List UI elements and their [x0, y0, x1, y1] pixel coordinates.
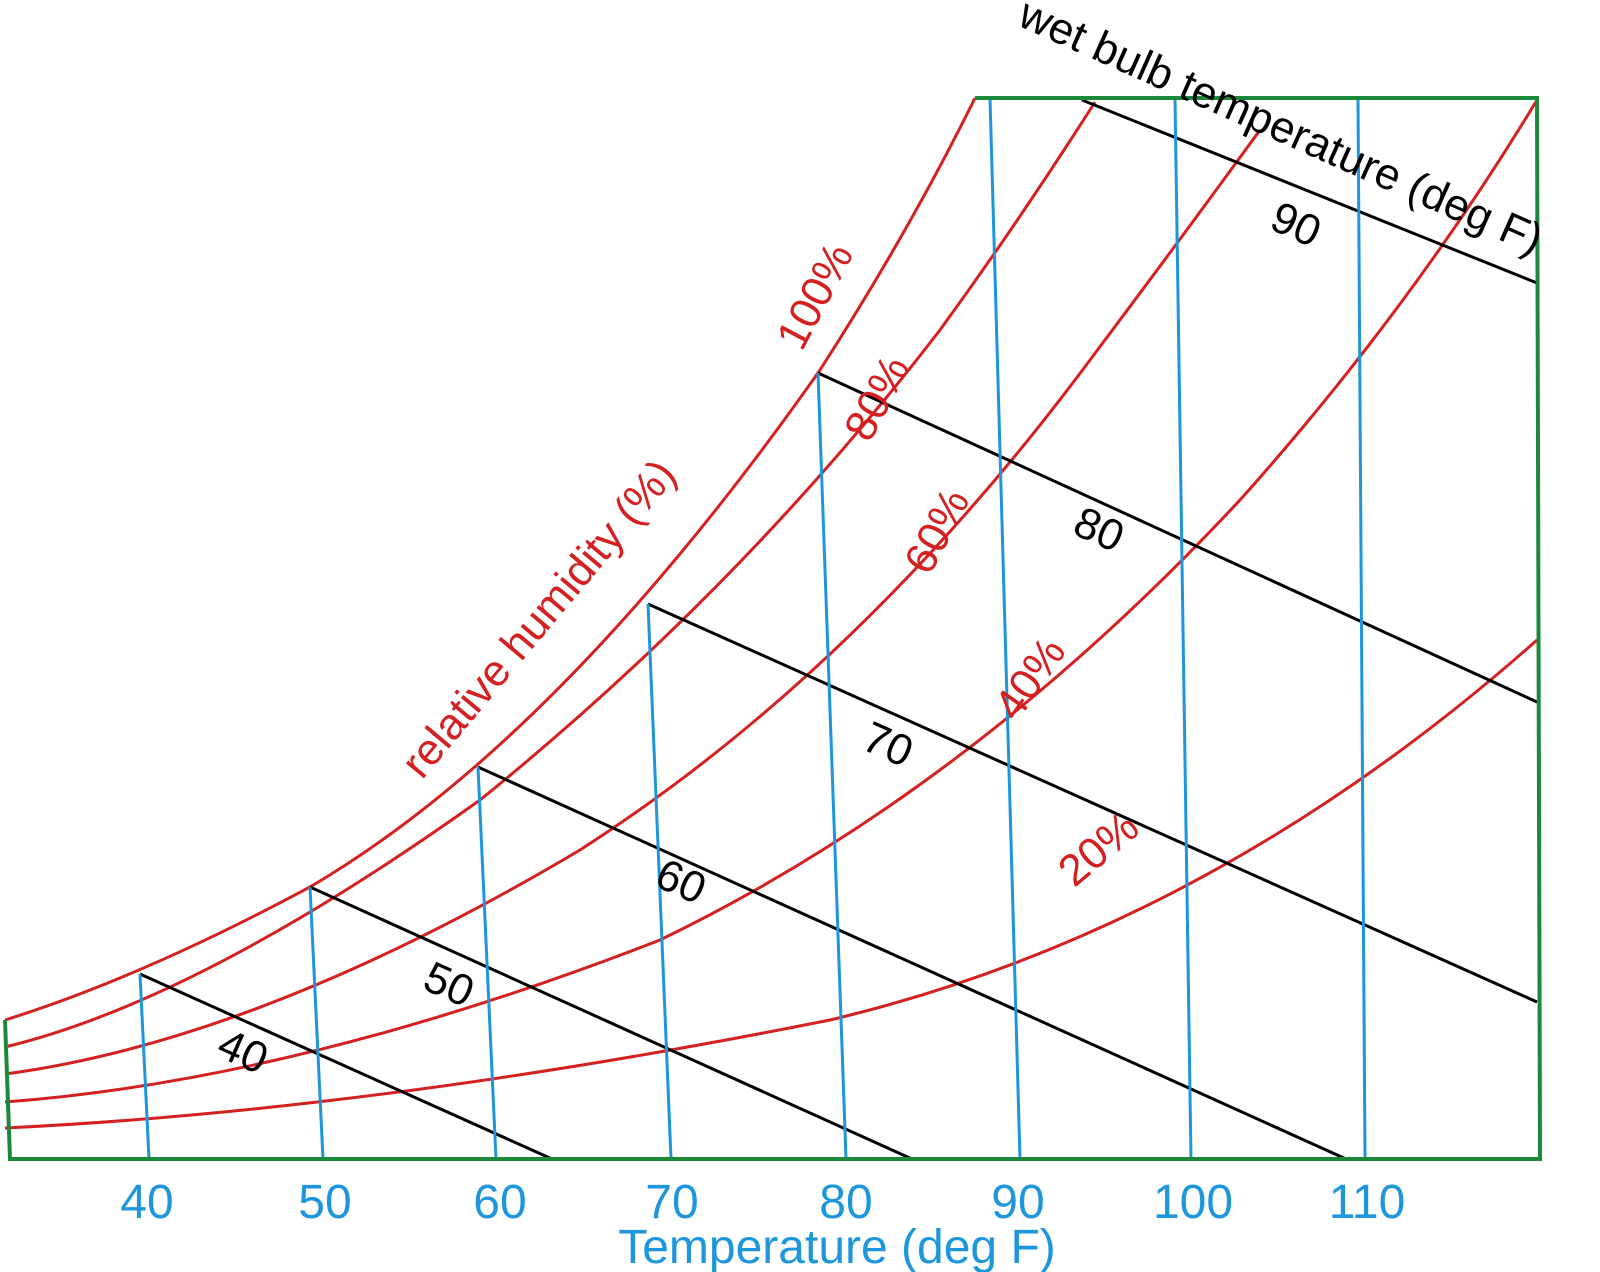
dry-bulb-line-70 — [646, 603, 673, 1160]
rh-label-40: 40% — [985, 629, 1076, 729]
dry-bulb-line-90 — [988, 97, 1022, 1160]
rh-label-100: 100% — [767, 235, 863, 357]
x-tick-70: 70 — [645, 1176, 698, 1229]
rh-label-80: 80% — [835, 348, 920, 449]
wet-bulb-line-60 — [477, 765, 1347, 1161]
x-tick-60: 60 — [473, 1176, 526, 1229]
wet-bulb-line-90 — [1081, 98, 1538, 285]
rh-curve-100 — [4, 97, 977, 1022]
wet-bulb-labels: 40 50 60 70 80 90 — [211, 192, 1329, 1084]
wet-bulb-label-80: 80 — [1067, 497, 1132, 562]
wet-bulb-line-50 — [309, 885, 913, 1161]
rh-label-60: 60% — [895, 481, 980, 582]
rh-label-20: 20% — [1049, 802, 1148, 896]
dry-bulb-line-40 — [138, 973, 151, 1160]
chart-frame — [3, 96, 1543, 1161]
x-tick-110: 110 — [1329, 1176, 1406, 1229]
wet-bulb-line-40 — [139, 972, 553, 1161]
wet-bulb-line-70 — [647, 602, 1538, 1004]
rh-curve-20 — [4, 638, 1538, 1130]
wet-bulb-line-80 — [817, 371, 1538, 704]
relative-humidity-title: relative humidity (%) — [392, 450, 686, 787]
x-tick-100: 100 — [1153, 1176, 1233, 1229]
x-axis-title: Temperature (deg F) — [618, 1221, 1056, 1272]
rh-curve-60 — [4, 129, 1262, 1076]
x-tick-40: 40 — [120, 1176, 173, 1229]
x-axis-tick-labels: 40 50 60 70 80 90 100 110 — [120, 1176, 1405, 1229]
wet-bulb-lines — [139, 98, 1538, 1161]
dry-bulb-line-110 — [1356, 97, 1367, 1160]
wet-bulb-label-90: 90 — [1264, 192, 1329, 257]
x-tick-50: 50 — [298, 1176, 351, 1229]
dry-bulb-line-80 — [816, 372, 848, 1160]
rh-curve-40 — [4, 99, 1539, 1104]
dry-bulb-lines — [138, 97, 1367, 1160]
dry-bulb-line-100 — [1173, 97, 1193, 1160]
dry-bulb-line-50 — [308, 886, 325, 1160]
dry-bulb-line-60 — [476, 766, 498, 1160]
frame-top-right-bottom — [3, 96, 1543, 1161]
x-tick-90: 90 — [991, 1176, 1044, 1229]
x-tick-80: 80 — [819, 1176, 872, 1229]
